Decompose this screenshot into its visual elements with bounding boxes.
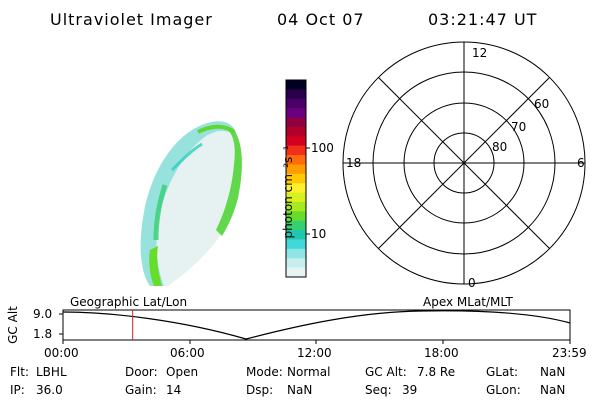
- colorbar-segment: [286, 98, 306, 109]
- colorbar-segment: [286, 211, 306, 222]
- x-tick-label-0600: 06:00: [170, 346, 205, 360]
- mlt-label-6: 6: [577, 156, 585, 170]
- mode-value: Normal: [287, 365, 331, 379]
- geographic-label: Geographic Lat/Lon: [70, 295, 188, 309]
- colorbar-segment: [286, 183, 306, 194]
- colorbar-segment: [286, 108, 306, 119]
- colorbar: [286, 80, 306, 278]
- gc-alt-axis-label: GC Alt: [6, 306, 20, 344]
- date-label: 04 Oct 07: [277, 10, 365, 29]
- colorbar-segment: [286, 248, 306, 259]
- flt-value: LBHL: [36, 365, 67, 379]
- colorbar-segment: [286, 155, 306, 165]
- x-tick-label-0000: 00:00: [44, 346, 79, 360]
- colorbar-segment: [286, 267, 306, 278]
- lat-label-70: 70: [511, 120, 527, 134]
- glat-label: GLat:: [486, 365, 519, 379]
- mlt-label-12: 12: [472, 46, 488, 60]
- colorbar-unit-label: photon cm⁻²s⁻¹: [281, 145, 295, 239]
- apex-label: Apex MLat/MLT: [423, 295, 513, 309]
- polar-diagonal-2: [378, 77, 550, 249]
- x-tick-label-2359: 23:59: [552, 346, 587, 360]
- colorbar-segment: [286, 173, 306, 184]
- y-tick-label-1.8: 1.8: [33, 327, 53, 341]
- colorbar-segment: [286, 126, 306, 137]
- timeline-plot: [59, 309, 571, 344]
- colorbar-segment: [286, 220, 306, 231]
- gcalt-label: GC Alt:: [365, 365, 407, 379]
- colorbar-label-10: 10: [311, 227, 327, 241]
- polar-plot: [342, 41, 586, 285]
- colorbar-segment: [286, 89, 306, 100]
- colorbar-segment: [286, 80, 306, 90]
- mlt-label-18: 18: [346, 156, 362, 170]
- gain-label: Gain:: [125, 383, 157, 397]
- colorbar-segment: [286, 230, 306, 240]
- altitude-curve: [62, 310, 571, 340]
- gain-value: 14: [166, 383, 182, 397]
- colorbar-segment: [286, 192, 306, 203]
- door-label: Door:: [125, 365, 158, 379]
- y-tick-label-9: 9.0: [33, 307, 53, 321]
- mode-label: Mode:: [246, 365, 283, 379]
- colorbar-segment: [286, 164, 306, 175]
- mlt-label-0: 0: [468, 276, 476, 290]
- colorbar-segment: [286, 117, 306, 128]
- colorbar-segment: [286, 239, 306, 250]
- dsp-value: NaN: [287, 383, 313, 397]
- colorbar-segment: [286, 201, 306, 212]
- seq-value: 39: [402, 383, 418, 397]
- instrument-title: Ultraviolet Imager: [50, 10, 213, 29]
- dsp-label: Dsp:: [246, 383, 274, 397]
- colorbar-frame: [285, 79, 307, 278]
- colorbar-segment: [286, 258, 306, 269]
- timeline-frame: [62, 309, 571, 341]
- x-tick-label-1800: 18:00: [424, 346, 459, 360]
- ip-label: IP:: [10, 383, 25, 397]
- colorbar-label-100: 100: [311, 141, 334, 155]
- time-label: 03:21:47 UT: [428, 10, 538, 29]
- colorbar-segment: [286, 136, 306, 147]
- door-value: Open: [166, 365, 199, 379]
- colorbar-segment: [286, 145, 306, 156]
- auroral-image: [140, 121, 242, 286]
- lat-label-80: 80: [492, 140, 508, 154]
- glon-value: NaN: [540, 383, 566, 397]
- seq-label: Seq:: [365, 383, 392, 397]
- glon-label: GLon:: [486, 383, 521, 397]
- lat-label-60: 60: [534, 97, 550, 111]
- x-tick-label-1200: 12:00: [297, 346, 332, 360]
- flt-label: Flt:: [10, 365, 29, 379]
- ip-value: 36.0: [36, 383, 63, 397]
- glat-value: NaN: [540, 365, 566, 379]
- gcalt-value: 7.8 Re: [417, 365, 456, 379]
